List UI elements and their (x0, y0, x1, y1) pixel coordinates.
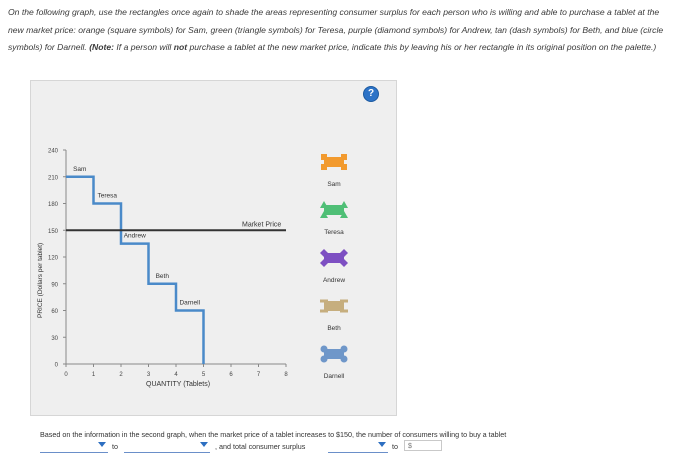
palette-label: Beth (327, 325, 341, 332)
note-text-2: purchase a tablet at the new market pric… (187, 42, 657, 52)
palette-label: Andrew (323, 277, 345, 284)
to-label-2: to (392, 442, 398, 451)
palette-rect-sam[interactable] (321, 154, 347, 170)
x-tick-label: 3 (147, 372, 151, 378)
x-tick-label: 6 (229, 372, 233, 378)
triangle-icon (320, 211, 328, 218)
y-tick-label: 0 (55, 363, 59, 369)
chevron-down-icon (378, 442, 386, 447)
x-tick-label: 1 (92, 372, 96, 378)
graph-panel (30, 80, 397, 416)
palette-rect-fill (324, 349, 344, 359)
palette-rect-fill (324, 253, 344, 263)
x-tick-label: 8 (284, 372, 288, 378)
diamond-icon (320, 259, 328, 267)
y-tick-label: 210 (48, 175, 59, 181)
y-tick-label: 30 (51, 336, 58, 342)
x-tick-label: 7 (257, 372, 261, 378)
diamond-icon (340, 259, 348, 267)
diamond-icon (320, 249, 328, 257)
y-axis-label: PRICE (Dollars per tablet) (37, 243, 44, 318)
palette-rect-teresa[interactable] (320, 201, 348, 218)
circle-icon (320, 345, 328, 353)
square-icon (321, 154, 327, 160)
y-tick-label: 60 (51, 309, 58, 315)
help-icon[interactable]: ? (363, 86, 379, 102)
dash-icon (320, 299, 328, 303)
x-tick-label: 2 (119, 372, 123, 378)
square-icon (341, 154, 347, 160)
palette-rect-fill (324, 157, 344, 167)
y-tick-label: 120 (48, 256, 59, 262)
triangle-icon (340, 201, 348, 208)
triangle-icon (320, 201, 328, 208)
x-tick-label: 4 (174, 372, 178, 378)
dash-icon (320, 309, 328, 313)
circle-icon (320, 355, 328, 363)
chevron-down-icon (200, 442, 208, 447)
consumers-change-dropdown[interactable] (40, 441, 108, 453)
instructions-text: On the following graph, use the rectangl… (8, 7, 664, 52)
y-tick-label: 240 (48, 149, 59, 155)
answer-row: to , and total consumer surplus to $ (40, 440, 680, 456)
x-axis-label: QUANTITY (Tablets) (146, 381, 210, 388)
surplus-change-dropdown[interactable] (328, 441, 388, 453)
step-label-teresa: Teresa (97, 193, 117, 200)
instructions: On the following graph, use the rectangl… (8, 4, 668, 57)
market-price-label: Market Price (242, 221, 281, 228)
y-tick-label: 150 (48, 229, 59, 235)
palette-label: Teresa (324, 229, 344, 236)
note-not: not (173, 42, 188, 52)
palette-label: Sam (327, 181, 340, 188)
step-label-darnell: Darnell (179, 300, 200, 307)
surplus-amount-input[interactable]: $ (404, 440, 442, 451)
dash-icon (340, 299, 348, 303)
demand-curve (66, 175, 205, 364)
step-label-sam: Sam (73, 166, 86, 173)
surplus-label: , and total consumer surplus (215, 442, 306, 451)
dash-icon (340, 309, 348, 313)
square-icon (341, 164, 347, 170)
palette-rect-fill (324, 205, 344, 215)
y-tick-label: 90 (51, 282, 58, 288)
step-label-beth: Beth (156, 273, 170, 280)
palette-rect-beth[interactable] (320, 299, 348, 313)
note-label: (Note: (89, 42, 115, 52)
diamond-icon (340, 249, 348, 257)
x-tick-label: 0 (64, 372, 68, 378)
palette-rect-fill (324, 301, 344, 311)
question-text: Based on the information in the second g… (40, 430, 507, 439)
square-icon (321, 164, 327, 170)
triangle-icon (340, 211, 348, 218)
circle-icon (340, 355, 348, 363)
chevron-down-icon (98, 442, 106, 447)
consumers-count-dropdown[interactable] (124, 441, 210, 453)
palette-rect-andrew[interactable] (320, 249, 348, 267)
palette-rect-darnell[interactable] (320, 345, 348, 363)
to-label-1: to (112, 442, 118, 451)
note-text: If a person will (114, 42, 174, 52)
x-tick-label: 5 (202, 372, 206, 378)
circle-icon (340, 345, 348, 353)
palette-label: Darnell (324, 373, 345, 380)
y-tick-label: 180 (48, 202, 59, 208)
step-label-andrew: Andrew (124, 233, 146, 240)
